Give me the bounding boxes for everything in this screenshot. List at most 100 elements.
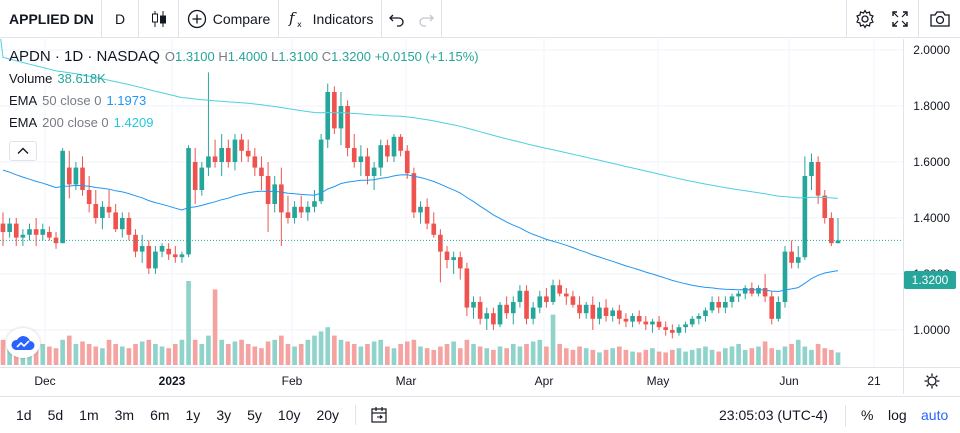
compare-label: Compare [212, 10, 271, 27]
compare-button[interactable]: Compare [179, 0, 279, 37]
axis-settings-button[interactable] [903, 367, 960, 394]
range-1y-button[interactable]: 1y [185, 407, 201, 423]
volume-bar [86, 344, 92, 365]
candle [736, 290, 741, 302]
candle [477, 296, 483, 325]
candle [338, 92, 344, 146]
volume-bar [219, 339, 225, 365]
symbol-search-button[interactable]: APPLIED DN [0, 0, 102, 37]
range-1d-button[interactable]: 1d [16, 407, 32, 423]
volume-bar [53, 348, 59, 365]
range-5y-button[interactable]: 5y [247, 407, 262, 423]
range-6m-button[interactable]: 6m [150, 407, 170, 423]
candle [835, 218, 841, 244]
candle [497, 302, 503, 328]
legend-ema200-row[interactable]: EMA 200 close 0 1.4209 [9, 112, 479, 134]
volume-bar [643, 349, 649, 365]
ema200-label: EMA [9, 115, 38, 130]
volume-bar [332, 335, 337, 365]
candle [762, 274, 768, 302]
volume-bar [206, 335, 211, 365]
volume-bar [345, 341, 350, 365]
range-3y-button[interactable]: 3y [216, 407, 232, 423]
ema50-label: EMA [9, 93, 38, 108]
candle [119, 212, 125, 238]
candle [444, 246, 450, 269]
volume-bar [133, 344, 138, 365]
volume-bar [179, 339, 185, 365]
volume-bar [835, 352, 841, 365]
candle [610, 307, 616, 322]
candle [716, 296, 722, 314]
candle [7, 218, 12, 238]
indicators-button[interactable]: f x Indicators [279, 0, 382, 37]
volume-bar [583, 348, 589, 365]
legend-collapse-button[interactable] [9, 141, 37, 161]
time-tick: Jun [779, 374, 799, 388]
sun-gear-icon [924, 373, 940, 389]
candle [385, 139, 390, 162]
candle [795, 246, 801, 269]
svg-text:x: x [297, 20, 302, 29]
brand-logo[interactable] [6, 328, 40, 358]
candle [829, 212, 834, 246]
volume-bar [670, 349, 675, 365]
candle [0, 212, 6, 246]
volume-bar [100, 348, 105, 365]
legend-title[interactable]: APDN · 1D · NASDAQ [9, 48, 160, 65]
volume-bar [484, 348, 490, 365]
candle [457, 251, 463, 280]
timezone-clock[interactable]: 23:05:03 (UTC-4) [719, 407, 828, 423]
auto-scale-toggle[interactable]: auto [921, 407, 949, 423]
settings-button[interactable] [846, 0, 882, 37]
price-chart[interactable] [0, 39, 903, 367]
chart-type-button[interactable] [139, 0, 179, 37]
volume-bar [192, 339, 198, 365]
percent-scale-toggle[interactable]: % [861, 407, 874, 423]
range-3m-button[interactable]: 3m [114, 407, 135, 423]
ema200-params: 200 close 0 [42, 115, 109, 130]
candle [530, 302, 536, 325]
volume-bar [716, 351, 722, 365]
volume-bar [723, 348, 728, 365]
range-1m-button[interactable]: 1m [79, 407, 99, 423]
range-10y-button[interactable]: 10y [277, 407, 301, 423]
candle [517, 285, 523, 308]
calendar-goto-icon[interactable] [370, 406, 388, 424]
toolbar-spacer [442, 0, 846, 37]
candlestick-icon [151, 10, 166, 27]
candle [729, 293, 735, 308]
legend-ohlc: O1.3100 H1.4000 L1.3100 C1.3200 +0.0150 … [165, 46, 479, 68]
volume-bar [378, 339, 384, 365]
volume-bar [40, 344, 46, 365]
range-5d-button[interactable]: 5d [47, 407, 64, 423]
range-20y-button[interactable]: 20y [316, 407, 340, 423]
volume-bar [630, 351, 635, 365]
legend-volume-row[interactable]: Volume 38.618K [9, 68, 479, 90]
candle [252, 148, 258, 176]
volume-bar [736, 344, 741, 365]
legend-ema50-row[interactable]: EMA 50 close 0 1.1973 [9, 90, 479, 112]
volume-bar [60, 339, 65, 365]
fullscreen-button[interactable] [882, 0, 918, 37]
volume-label: Volume [9, 71, 53, 86]
divider [845, 405, 846, 427]
candle [537, 290, 543, 314]
log-scale-toggle[interactable]: log [888, 407, 907, 423]
price-axis[interactable]: 2.0000 1.8000 1.6000 1.4000 1.2000 1.000… [903, 39, 960, 367]
volume-bar [557, 344, 562, 365]
candle [325, 83, 331, 148]
chart-legend: APDN · 1D · NASDAQ O1.3100 H1.4000 L1.31… [9, 46, 479, 134]
interval-button[interactable]: D [102, 0, 139, 37]
screenshot-button[interactable] [918, 0, 960, 37]
high-value: 1.4000 [227, 49, 268, 64]
volume-bar [451, 341, 456, 365]
low-label: L [271, 49, 279, 64]
volume-bar [391, 348, 397, 365]
redo-icon[interactable] [417, 10, 435, 28]
undo-icon[interactable] [388, 10, 406, 28]
volume-bar [802, 346, 808, 365]
time-axis[interactable]: Dec 2023 Feb Mar Apr May Jun 21 [0, 367, 903, 394]
volume-bar [517, 346, 523, 365]
candle [179, 251, 185, 263]
